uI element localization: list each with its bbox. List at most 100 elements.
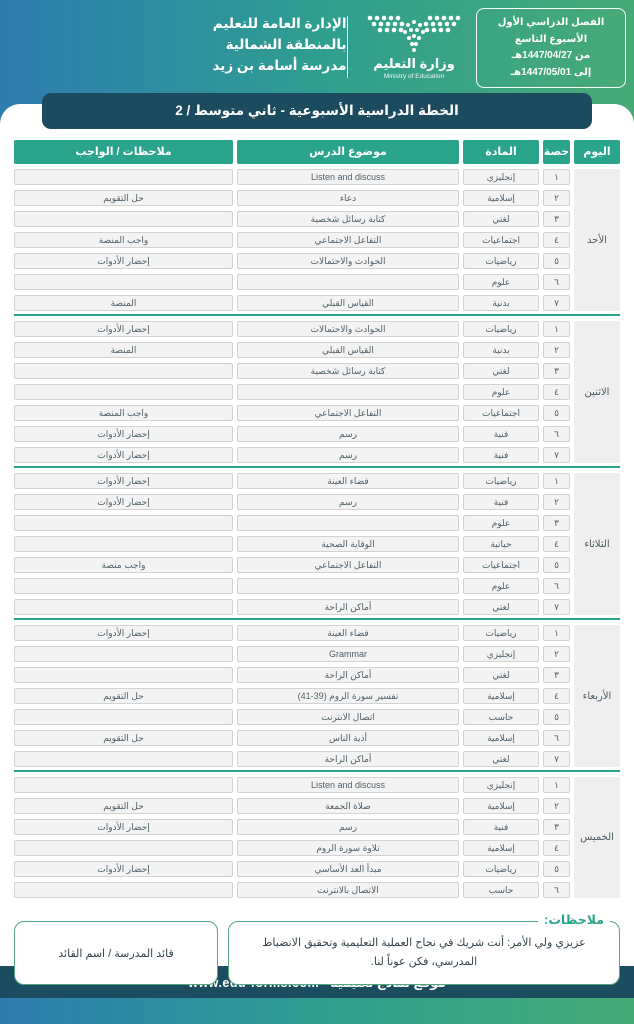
table-row: ٢ إنجليزي Grammar [14, 646, 570, 662]
ministry-name-english: Ministry of Education [383, 73, 445, 80]
table-row: ٢ بدنية القياس القبلي المنصة [14, 342, 570, 358]
subject-cell: اجتماعيات [463, 405, 539, 421]
period-cell: ٤ [543, 536, 570, 552]
header-notes: ملاحظات / الواجب [14, 140, 233, 164]
topic-cell: رسم [237, 426, 459, 442]
topic-cell: القياس القبلي [237, 342, 459, 358]
topic-cell: كتابة رسائل شخصية [237, 363, 459, 379]
ministry-logo-dots-icon [367, 15, 461, 52]
day-block: الثلاثاء ١ رياضيات فضاء العينة إحضار الأدوات… [14, 473, 620, 620]
notes-cell [14, 646, 233, 662]
notes-section: ملاحظات: عزيزي ولي الأمر: أنت شريك في نج… [14, 912, 620, 985]
period-cell: ٦ [543, 274, 570, 290]
period-cell: ٦ [543, 882, 570, 898]
topic-cell: رسم [237, 494, 459, 510]
subject-cell: رياضيات [463, 861, 539, 877]
semester-line: الفصل الدراسي الأول [497, 17, 605, 28]
subject-cell: إسلامية [463, 798, 539, 814]
table-row: ٦ فنية رسم إحضار الأدوات [14, 426, 570, 442]
subject-cell: رياضيات [463, 625, 539, 641]
header-period: حصة [543, 140, 570, 164]
period-cell: ٥ [543, 557, 570, 573]
school-name-line: مدرسة أسامة بن زيد [212, 57, 347, 73]
topic-cell: Grammar [237, 646, 459, 662]
subject-cell: علوم [463, 384, 539, 400]
table-row: ٤ إسلامية تفسير سورة الروم (39-41) حل التقو… [14, 688, 570, 704]
table-row: ٣ لغتي كتابة رسائل شخصية [14, 211, 570, 227]
period-cell: ٣ [543, 211, 570, 227]
notes-cell: إحضار الأدوات [14, 494, 233, 510]
day-block: الأربعاء ١ رياضيات فضاء العينة إحضار الأدوات… [14, 625, 620, 772]
period-cell: ٥ [543, 709, 570, 725]
subject-cell: اجتماعيات [463, 232, 539, 248]
notes-cell [14, 274, 233, 290]
topic-cell: دعاء [237, 190, 459, 206]
topic-cell: أماكن الراحة [237, 599, 459, 615]
topic-cell: صلاة الجمعة [237, 798, 459, 814]
period-cell: ٤ [543, 840, 570, 856]
table-row: ٦ علوم [14, 274, 570, 290]
notes-cell: إحضار الأدوات [14, 819, 233, 835]
period-cell: ١ [543, 321, 570, 337]
notes-cell: واجب منصة [14, 557, 233, 573]
week-line: الأسبوع التاسع [514, 33, 588, 45]
table-row: ١ إنجليزي Listen and discuss [14, 169, 570, 185]
topic-cell [237, 578, 459, 594]
notes-cell [14, 667, 233, 683]
topic-cell: رسم [237, 819, 459, 835]
notes-cell [14, 515, 233, 531]
subject-cell: رياضيات [463, 473, 539, 489]
period-cell: ٢ [543, 342, 570, 358]
table-row: ٧ فنية رسم إحضار الأدوات [14, 447, 570, 463]
table-row: ٣ علوم [14, 515, 570, 531]
subject-cell: رياضيات [463, 321, 539, 337]
day-block: الخميس ١ إنجليزي Listen and discuss ٢ إسلامية… [14, 777, 620, 901]
topic-cell: رسم [237, 447, 459, 463]
table-row: ٣ لغتي أماكن الراحة [14, 667, 570, 683]
table-row: ٤ اجتماعيات التفاعل الاجتماعي واجب المنصة [14, 232, 570, 248]
period-cell: ٦ [543, 426, 570, 442]
topic-cell: التفاعل الاجتماعي [237, 405, 459, 421]
period-cell: ٦ [543, 578, 570, 594]
period-cell: ١ [543, 777, 570, 793]
subject-cell: علوم [463, 515, 539, 531]
period-cell: ٤ [543, 384, 570, 400]
table-row: ٧ لغتي أماكن الراحة [14, 599, 570, 615]
topic-cell [237, 384, 459, 400]
table-row: ٢ إسلامية دعاء حل التقويم [14, 190, 570, 206]
subject-cell: علوم [463, 274, 539, 290]
ministry-logo: وزارة التعليم Ministry of Education [358, 8, 470, 80]
ministry-name-arabic: وزارة التعليم [373, 56, 455, 71]
topic-cell: فضاء العينة [237, 625, 459, 641]
notes-cell: إحضار الأدوات [14, 861, 233, 877]
day-name-cell: الأحد [574, 169, 620, 311]
subject-cell: اجتماعيات [463, 557, 539, 573]
topic-cell: أماكن الراحة [237, 751, 459, 767]
notes-cell [14, 578, 233, 594]
notes-cell: إحضار الأدوات [14, 321, 233, 337]
admin-line: الإدارة العامة للتعليم [212, 16, 347, 31]
notes-cell: حل التقويم [14, 730, 233, 746]
topic-cell: كتابة رسائل شخصية [237, 211, 459, 227]
table-row: ٥ حاسب اتصال الانترنت [14, 709, 570, 725]
period-cell: ١ [543, 473, 570, 489]
table-row: ٤ حياتية الوقاية الصحية [14, 536, 570, 552]
school-info: الإدارة العامة للتعليم بالمنطقة الشمالية… [212, 8, 346, 77]
topic-cell: اتصال الانترنت [237, 709, 459, 725]
table-row: ٦ علوم [14, 578, 570, 594]
topic-cell: أذية الناس [237, 730, 459, 746]
period-cell: ٢ [543, 494, 570, 510]
subject-cell: حاسب [463, 709, 539, 725]
period-cell: ٥ [543, 253, 570, 269]
subject-cell: لغتي [463, 667, 539, 683]
period-cell: ٧ [543, 751, 570, 767]
period-cell: ٤ [543, 688, 570, 704]
notes-cell [14, 599, 233, 615]
table-row: ٤ إسلامية تلاوة سورة الروم [14, 840, 570, 856]
notes-cell: المنصة [14, 342, 233, 358]
day-name-cell: الخميس [574, 777, 620, 898]
table-row: ١ إنجليزي Listen and discuss [14, 777, 570, 793]
table-row: ٤ علوم [14, 384, 570, 400]
parent-message-text: عزيزي ولي الأمر: أنت شريك في نجاح العملي… [262, 937, 586, 968]
period-cell: ١ [543, 169, 570, 185]
